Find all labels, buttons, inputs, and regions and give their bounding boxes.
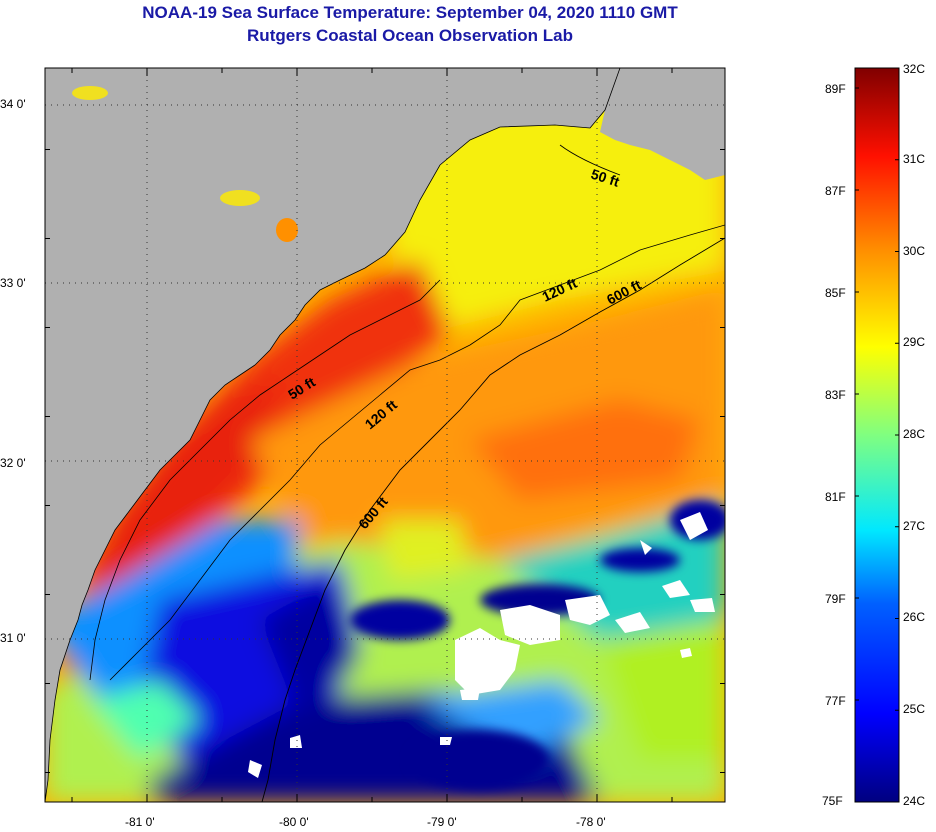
colorbar-label-c: 27C [903, 519, 926, 533]
colorbar-label-c: 28C [903, 427, 926, 441]
colorbar-label-c: 31C [903, 152, 926, 166]
colorbar-ticks [855, 67, 899, 803]
lat-label: 33 0' [0, 276, 26, 290]
colorbar-label-c: 30C [903, 244, 926, 258]
sst-field [45, 68, 725, 802]
colorbar-label-f: 77F [825, 694, 846, 708]
island-patch [220, 190, 260, 206]
colorbar-label-f: 87F [825, 184, 846, 198]
contour-600ft [261, 237, 725, 802]
lat-label: 31 0' [0, 631, 26, 645]
colorbar-label-f: 75F [822, 794, 843, 808]
land-mass [45, 68, 620, 802]
lat-label: 34 0' [0, 97, 26, 111]
colorbar-label-c: 25C [903, 702, 926, 716]
colorbar-label-c: 24C [903, 794, 926, 808]
island-patch [72, 86, 108, 100]
colorbar-label-f: 89F [825, 82, 846, 96]
colorbar-label-f: 79F [825, 592, 846, 606]
contour-120ft [109, 224, 725, 681]
colorbar-label-c: 29C [903, 335, 926, 349]
colorbar [854, 67, 900, 803]
colorbar-label-c: 32C [903, 62, 926, 76]
cloud-mask [248, 512, 715, 778]
lon-label: -80 0' [279, 815, 309, 829]
lat-label: 32 0' [0, 456, 26, 470]
lon-label: -79 0' [427, 815, 457, 829]
colorbar-label-c: 26C [903, 610, 926, 624]
colorbar-label-f: 85F [825, 286, 846, 300]
graticule [45, 68, 725, 802]
lon-label: -81 0' [125, 815, 155, 829]
lon-label: -78 0' [576, 815, 606, 829]
contour-50ft [89, 144, 621, 681]
map-title: NOAA-19 Sea Surface Temperature: Septemb… [142, 3, 678, 22]
axis-ticks [45, 68, 725, 802]
land-northeast [600, 68, 725, 180]
island-patch [276, 218, 298, 242]
map-frame [44, 67, 726, 803]
map-subtitle: Rutgers Coastal Ocean Observation Lab [247, 26, 573, 45]
colorbar-label-f: 81F [825, 490, 846, 504]
coastline [45, 68, 621, 802]
colorbar-label-f: 83F [825, 388, 846, 402]
